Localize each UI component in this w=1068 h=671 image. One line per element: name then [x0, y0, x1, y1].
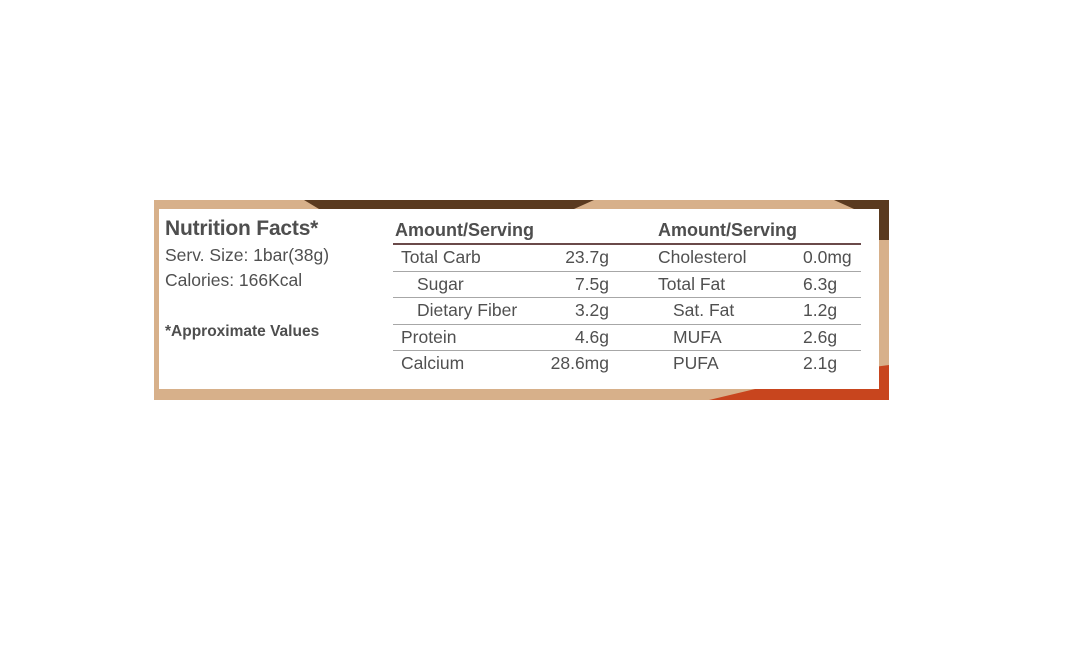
- nutrient-name: Calcium: [401, 353, 465, 373]
- nutrient-value: 23.7g: [565, 247, 609, 267]
- nutrient-name: MUFA: [673, 326, 722, 347]
- nutrient-value: 6.3g: [803, 273, 838, 294]
- nutrient-value: 2.1g: [803, 353, 838, 373]
- amount-serving-header-left: Amount/Serving: [395, 220, 535, 240]
- nutrient-name: Cholesterol: [658, 247, 747, 267]
- nutrient-name: Total Carb: [401, 247, 481, 267]
- nutrition-label-frame: Nutrition Facts* Serv. Size: 1bar(38g) C…: [154, 200, 889, 400]
- nutrient-value: 0.0mg: [803, 247, 852, 267]
- nutrition-facts-title: Nutrition Facts*: [165, 217, 319, 240]
- nutrient-name: Sugar: [417, 273, 464, 294]
- nutrition-summary: Nutrition Facts* Serv. Size: 1bar(38g) C…: [165, 215, 385, 344]
- brown-top-band: [304, 200, 594, 209]
- table-row: Total Carb 23.7g Cholesterol 0.0mg: [393, 245, 861, 272]
- serving-size: Serv. Size: 1bar(38g): [165, 245, 330, 265]
- nutrient-table: Total Carb 23.7g Cholesterol 0.0mg Sugar…: [393, 245, 861, 377]
- approximate-values-note: *Approximate Values: [165, 323, 320, 340]
- table-row: Sugar 7.5g Total Fat 6.3g: [393, 272, 861, 298]
- nutrient-name: Protein: [401, 326, 457, 347]
- nutrient-name: Total Fat: [658, 273, 726, 294]
- table-row: Calcium 28.6mg PUFA 2.1g: [393, 351, 861, 377]
- calories: Calories: 166Kcal: [165, 270, 303, 290]
- nutrition-panel: Nutrition Facts* Serv. Size: 1bar(38g) C…: [159, 209, 879, 389]
- nutrient-name: PUFA: [673, 353, 719, 373]
- nutrient-value: 2.6g: [803, 326, 838, 347]
- nutrient-value: 3.2g: [574, 300, 609, 320]
- nutrient-name: Sat. Fat: [673, 300, 735, 320]
- nutrient-value: 1.2g: [803, 300, 838, 320]
- nutrient-name: Dietary Fiber: [417, 300, 518, 320]
- table-row: Dietary Fiber 3.2g Sat. Fat 1.2g: [393, 298, 861, 325]
- nutrient-value: 7.5g: [574, 273, 609, 294]
- amount-serving-header-right: Amount/Serving: [658, 220, 798, 240]
- nutrient-value: 28.6mg: [550, 353, 609, 373]
- brown-right-corner: [834, 200, 889, 240]
- header-divider: [393, 243, 861, 245]
- table-row: Protein 4.6g MUFA 2.6g: [393, 325, 861, 351]
- nutrient-value: 4.6g: [574, 326, 609, 347]
